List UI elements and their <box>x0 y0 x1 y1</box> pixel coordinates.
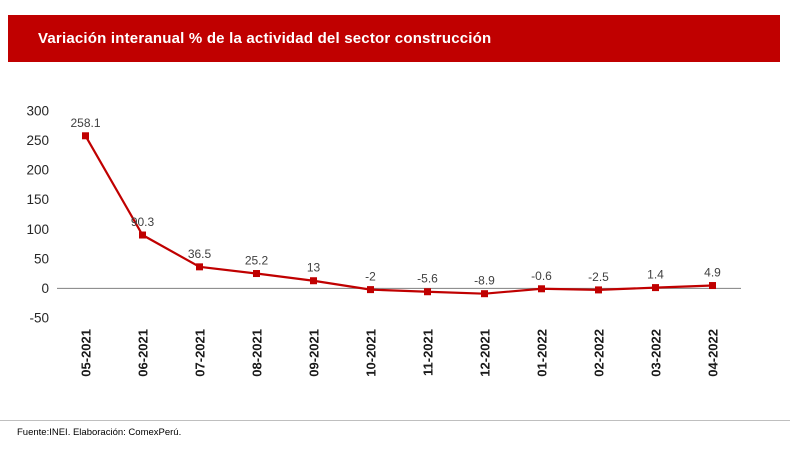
y-axis-tick-label: 100 <box>26 222 49 237</box>
x-axis-category-label: 03-2022 <box>649 329 664 377</box>
data-series-line <box>84 135 713 295</box>
data-point-marker <box>652 284 659 292</box>
data-point-label: 90.3 <box>131 215 155 229</box>
data-point-label: -8.9 <box>474 274 495 288</box>
data-point-marker <box>196 263 203 271</box>
footer-divider <box>0 420 790 421</box>
data-point-marker <box>595 286 602 294</box>
data-point-label: -2.5 <box>588 270 609 284</box>
x-axis-category-label: 01-2022 <box>535 329 550 377</box>
x-axis-category-label: 11-2021 <box>421 329 436 376</box>
data-point-marker <box>709 282 716 290</box>
x-axis-category-label: 10-2021 <box>364 329 379 377</box>
data-point-label: -0.6 <box>531 269 552 283</box>
data-point-marker <box>481 290 488 298</box>
chart-title: Variación interanual % de la actividad d… <box>38 30 492 47</box>
x-axis-category-label: 09-2021 <box>307 329 322 377</box>
x-axis-category-label: 07-2021 <box>193 329 208 377</box>
y-axis-tick-label: 200 <box>26 163 49 178</box>
x-axis-category-label: 02-2022 <box>592 329 607 377</box>
y-axis-tick-label: 150 <box>26 192 49 207</box>
data-point-label: 13 <box>307 261 321 275</box>
x-axis-category-label: 08-2021 <box>250 329 265 377</box>
data-point-label: 4.9 <box>704 266 721 280</box>
y-axis-tick-label: 250 <box>26 133 49 148</box>
data-point-marker <box>139 231 146 239</box>
y-axis-tick-label: -50 <box>29 311 49 326</box>
chart-title-banner: Variación interanual % de la actividad d… <box>8 15 780 62</box>
x-axis-category-label: 05-2021 <box>79 329 94 377</box>
data-point-marker <box>367 286 374 294</box>
line-chart: 300 250 200 150 100 50 0 -50 258.1 05-2021 90.3 06-… <box>5 85 785 415</box>
data-point-label: -5.6 <box>417 272 438 286</box>
x-axis-category-label: 06-2021 <box>136 329 151 377</box>
x-axis-category-label: 12-2021 <box>478 329 493 377</box>
data-point-label: 25.2 <box>245 254 269 268</box>
line-chart-canvas: 300 250 200 150 100 50 0 -50 258.1 05-2021 90.3 06-… <box>26 104 741 377</box>
y-axis-tick-label: 50 <box>34 251 49 266</box>
x-axis-category-label: 04-2022 <box>706 329 721 377</box>
y-axis-tick-label: 0 <box>41 281 49 296</box>
source-note: Fuente:INEI. Elaboración: ComexPerú. <box>17 427 182 438</box>
data-point-marker <box>538 285 545 293</box>
data-point-marker <box>310 277 317 285</box>
data-point-label: -2 <box>365 270 376 284</box>
data-point-marker <box>253 270 260 278</box>
y-axis-tick-label: 300 <box>26 104 49 119</box>
data-point-label: 1.4 <box>647 268 664 282</box>
data-point-label: 36.5 <box>188 247 212 261</box>
data-point-marker <box>424 288 431 296</box>
data-point-marker <box>82 132 89 140</box>
data-point-label: 258.1 <box>70 116 100 130</box>
